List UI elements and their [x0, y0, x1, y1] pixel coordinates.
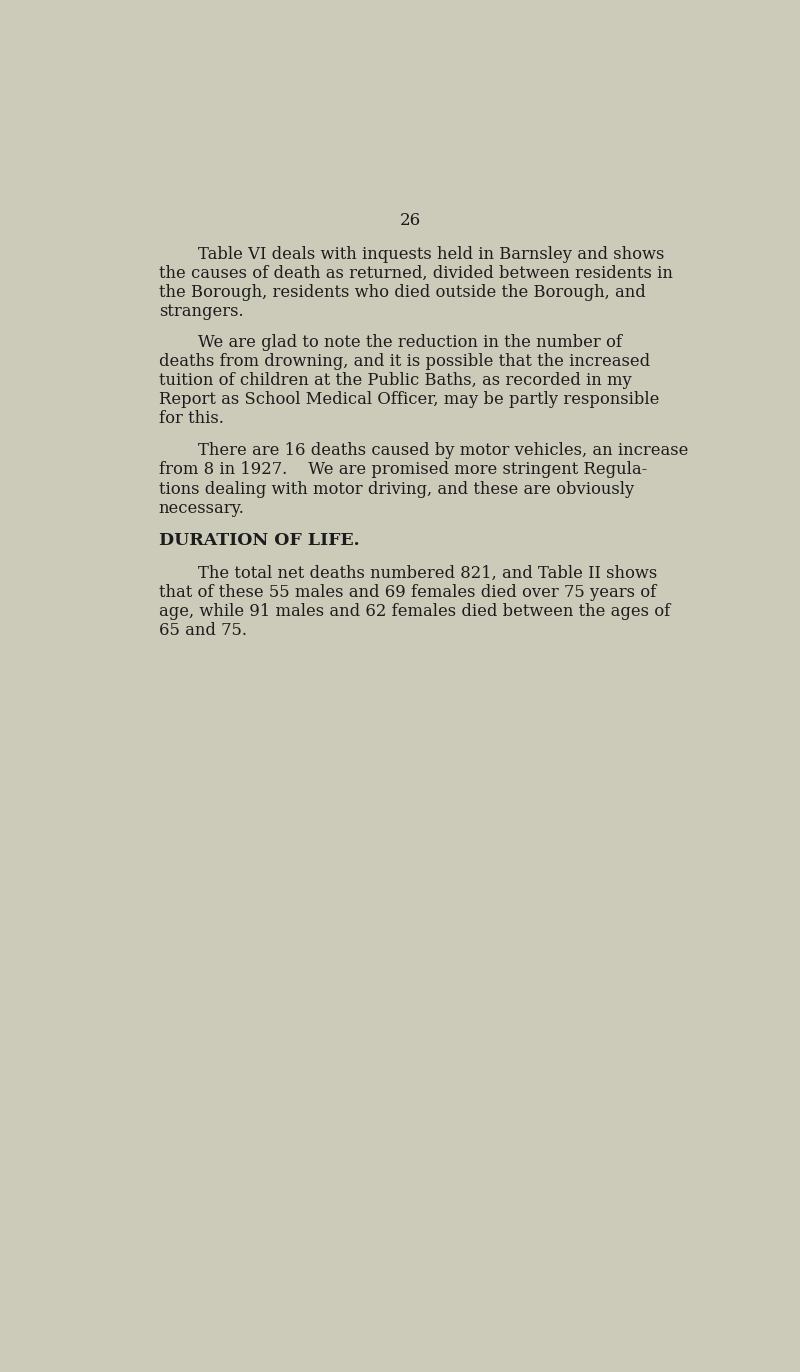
Text: the Borough, residents who died outside the Borough, and: the Borough, residents who died outside … — [159, 284, 646, 300]
Text: that of these 55 males and 69 females died over 75 years of: that of these 55 males and 69 females di… — [159, 584, 656, 601]
Text: strangers.: strangers. — [159, 303, 243, 320]
Text: DURATION OF LIFE.: DURATION OF LIFE. — [159, 532, 359, 549]
Text: Report as School Medical Officer, may be partly responsible: Report as School Medical Officer, may be… — [159, 391, 659, 407]
Text: There are 16 deaths caused by motor vehicles, an increase: There are 16 deaths caused by motor vehi… — [198, 443, 688, 460]
Text: 65 and 75.: 65 and 75. — [159, 622, 247, 639]
Text: deaths from drowning, and it is possible that the increased: deaths from drowning, and it is possible… — [159, 353, 650, 369]
Text: We are glad to note the reduction in the number of: We are glad to note the reduction in the… — [198, 333, 622, 351]
Text: Table VI deals with inquests held in Barnsley and shows: Table VI deals with inquests held in Bar… — [198, 246, 664, 263]
Text: tuition of children at the Public Baths, as recorded in my: tuition of children at the Public Baths,… — [159, 372, 632, 388]
Text: the causes of death as returned, divided between residents in: the causes of death as returned, divided… — [159, 265, 673, 283]
Text: The total net deaths numbered 821, and Table II shows: The total net deaths numbered 821, and T… — [198, 565, 658, 582]
Text: 26: 26 — [399, 213, 421, 229]
Text: age, while 91 males and 62 females died between the ages of: age, while 91 males and 62 females died … — [159, 604, 670, 620]
Text: necessary.: necessary. — [159, 499, 245, 516]
Text: for this.: for this. — [159, 410, 224, 427]
Text: tions dealing with motor driving, and these are obviously: tions dealing with motor driving, and th… — [159, 480, 634, 498]
Text: from 8 in 1927.    We are promised more stringent Regula-: from 8 in 1927. We are promised more str… — [159, 461, 647, 479]
